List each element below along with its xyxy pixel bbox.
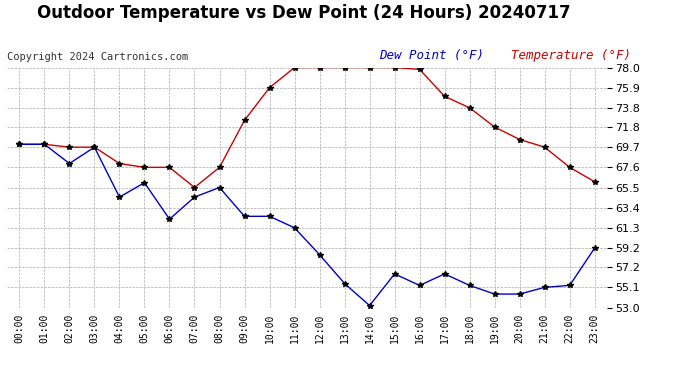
- Text: Outdoor Temperature vs Dew Point (24 Hours) 20240717: Outdoor Temperature vs Dew Point (24 Hou…: [37, 4, 571, 22]
- Text: Temperature (°F): Temperature (°F): [511, 49, 631, 62]
- Text: Dew Point (°F): Dew Point (°F): [380, 49, 484, 62]
- Text: Copyright 2024 Cartronics.com: Copyright 2024 Cartronics.com: [7, 53, 188, 63]
